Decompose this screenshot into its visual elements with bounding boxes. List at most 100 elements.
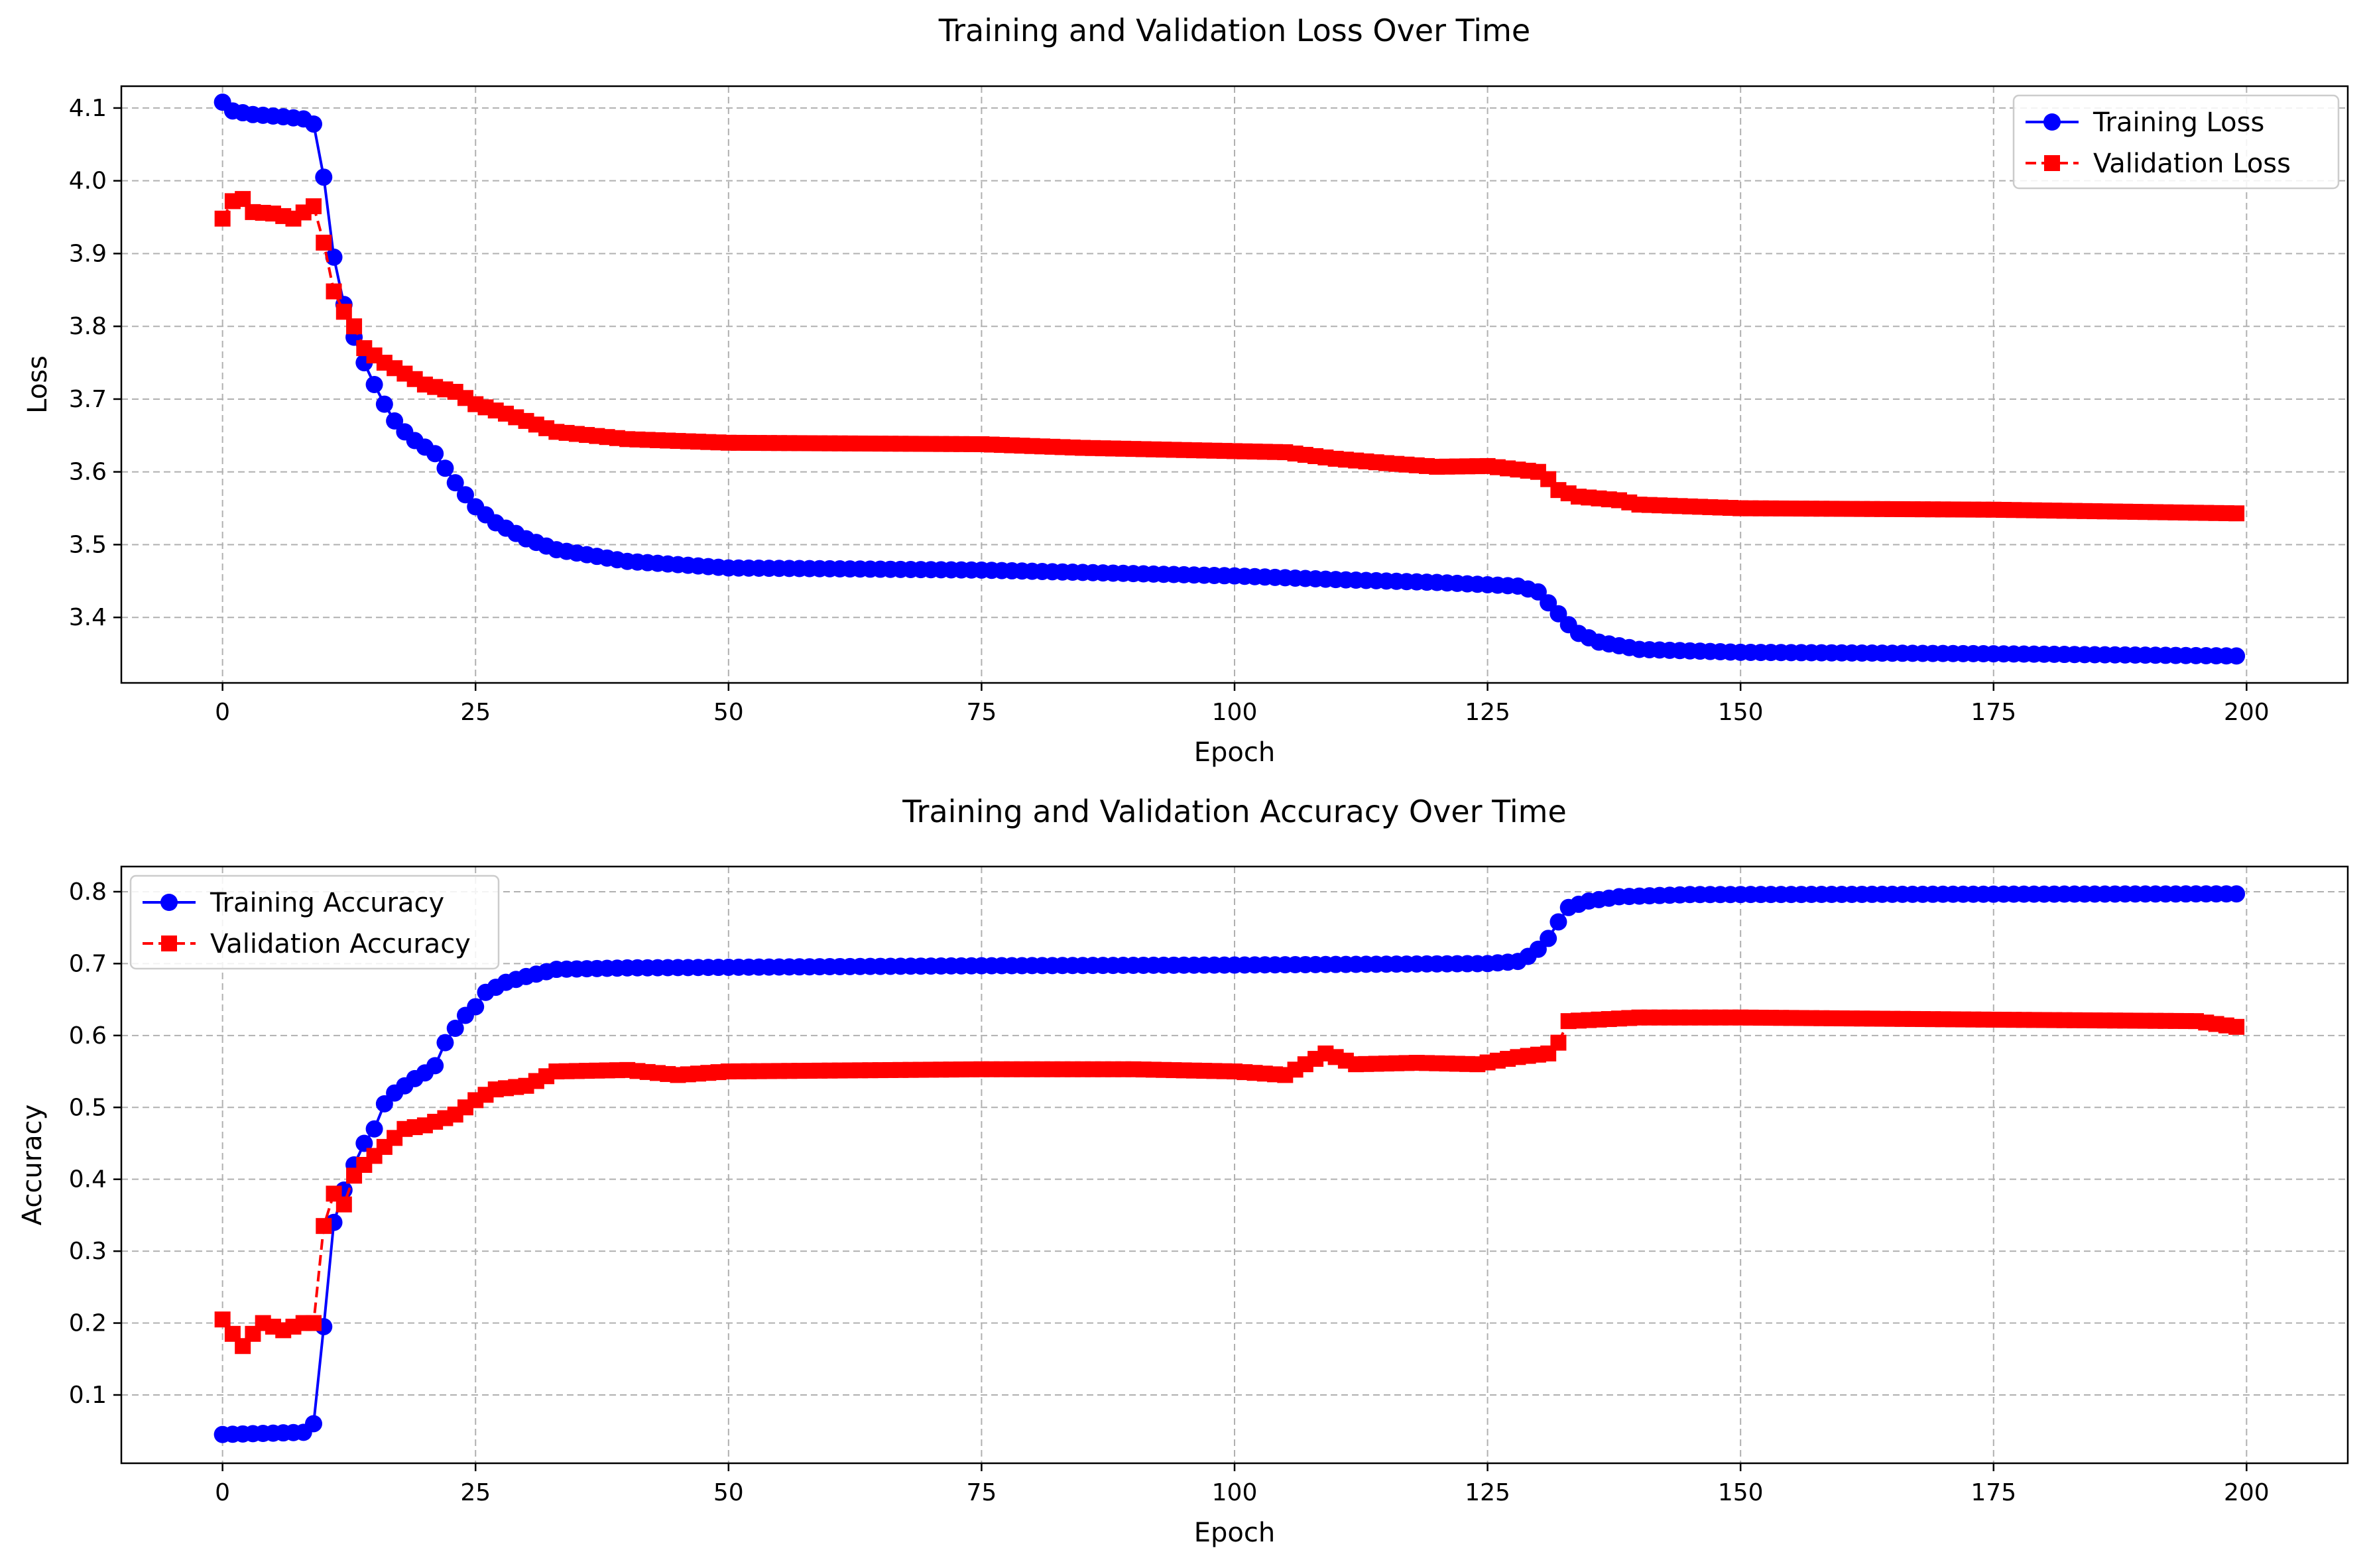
accuracy-chart-title: Training and Validation Accuracy Over Ti…	[902, 794, 1567, 829]
loss-y-tick-label: 3.7	[69, 386, 107, 413]
training-loss-point	[1529, 583, 1547, 601]
accuracy-x-tick-label: 75	[967, 1479, 997, 1506]
accuracy-y-tick-label: 0.5	[69, 1094, 107, 1121]
accuracy-x-tick-label: 50	[713, 1479, 744, 1506]
validation-accuracy-point	[335, 1196, 352, 1213]
validation-loss-point	[2228, 505, 2245, 522]
validation-loss-point	[326, 283, 342, 300]
training-loss-point	[1540, 594, 1557, 612]
training-loss-point	[2228, 647, 2246, 665]
loss-y-tick-label: 3.4	[69, 604, 107, 631]
training-loss-point	[446, 474, 464, 492]
accuracy-y-tick-label: 0.2	[69, 1310, 107, 1337]
loss-chart: Training and Validation Loss Over Time 0…	[23, 13, 2349, 768]
loss-y-tick-label: 3.5	[69, 531, 107, 558]
validation-accuracy-point	[2228, 1018, 2245, 1035]
loss-series	[213, 93, 2246, 665]
loss-legend: Training Loss Validation Loss	[2012, 94, 2340, 190]
training-accuracy-point	[1549, 913, 1567, 931]
accuracy-y-tick-label: 0.8	[69, 878, 107, 906]
accuracy-y-axis-label: Accuracy	[17, 1105, 48, 1226]
validation-loss-legend-marker	[2044, 155, 2060, 171]
training-loss-point	[305, 115, 323, 133]
accuracy-x-tick-label: 125	[1465, 1479, 1510, 1506]
validation-accuracy-point	[1550, 1034, 1567, 1051]
loss-x-tick-label: 25	[460, 699, 491, 726]
accuracy-y-tick-label: 0.3	[69, 1238, 107, 1265]
loss-y-tick-label: 4.1	[69, 95, 107, 122]
validation-loss-legend-label: Validation Loss	[2093, 149, 2291, 179]
accuracy-y-tick-label: 0.6	[69, 1022, 107, 1050]
loss-y-tick-label: 4.0	[69, 168, 107, 195]
loss-x-axis-label: Epoch	[1194, 737, 1275, 768]
training-loss-point	[1549, 605, 1567, 623]
accuracy-x-tick-label: 25	[460, 1479, 491, 1506]
loss-ticks: 0 25 50 75 100 125 150 175 200 3.4 3.5 3.6 3.7 3.8 3.9…	[69, 95, 2270, 726]
validation-loss-point	[316, 234, 332, 251]
accuracy-x-tick-label: 0	[215, 1479, 230, 1506]
training-loss-point	[365, 376, 383, 393]
validation-loss-markers	[214, 191, 2245, 522]
accuracy-legend-box	[129, 874, 500, 970]
validation-accuracy-point	[306, 1315, 322, 1331]
training-accuracy-point	[2228, 885, 2246, 903]
accuracy-y-tick-label: 0.7	[69, 950, 107, 977]
training-accuracy-markers	[213, 885, 2246, 1443]
training-accuracy-point	[375, 1095, 393, 1113]
validation-loss-line	[221, 197, 2237, 515]
accuracy-chart: Training and Validation Accuracy Over Ti…	[17, 794, 2349, 1548]
accuracy-y-tick-label: 0.4	[69, 1166, 107, 1193]
loss-x-tick-label: 175	[1971, 699, 2016, 726]
training-loss-point	[375, 395, 393, 413]
training-loss-legend-marker	[2043, 113, 2061, 131]
loss-legend-box	[2012, 94, 2340, 190]
validation-loss-point	[306, 198, 322, 215]
validation-loss-point	[346, 318, 363, 335]
training-accuracy-legend-label: Training Accuracy	[210, 888, 444, 918]
training-accuracy-point	[1540, 930, 1557, 947]
accuracy-x-axis-label: Epoch	[1194, 1518, 1275, 1548]
training-accuracy-point	[365, 1120, 383, 1138]
training-loss-point	[325, 248, 343, 266]
training-loss-legend-label: Training Loss	[2093, 107, 2264, 138]
training-loss-point	[315, 168, 333, 186]
training-accuracy-point	[446, 1019, 464, 1037]
accuracy-ticks: 0 25 50 75 100 125 150 175 200 0.1 0.2 0.3 0.4 0.5 0.6…	[69, 878, 2270, 1506]
accuracy-series	[213, 885, 2246, 1443]
training-loss-point	[436, 459, 454, 477]
loss-y-tick-label: 3.9	[69, 240, 107, 267]
loss-x-tick-label: 200	[2224, 699, 2270, 726]
loss-y-tick-label: 3.6	[69, 459, 107, 486]
training-loss-point	[426, 445, 444, 463]
training-accuracy-point	[426, 1057, 444, 1075]
loss-x-tick-label: 75	[967, 699, 997, 726]
accuracy-x-tick-label: 200	[2224, 1479, 2270, 1506]
accuracy-y-tick-label: 0.1	[69, 1382, 107, 1409]
validation-accuracy-legend-label: Validation Accuracy	[210, 929, 471, 959]
loss-chart-title: Training and Validation Loss Over Time	[938, 13, 1530, 48]
loss-x-tick-label: 125	[1465, 699, 1510, 726]
validation-accuracy-markers	[214, 1009, 2245, 1355]
loss-x-tick-label: 100	[1212, 699, 1258, 726]
accuracy-x-tick-label: 150	[1718, 1479, 1764, 1506]
training-loss-point	[456, 486, 474, 504]
training-accuracy-point	[436, 1034, 454, 1052]
training-accuracy-point	[305, 1415, 323, 1433]
training-accuracy-point	[355, 1134, 373, 1152]
validation-accuracy-point	[214, 1311, 231, 1328]
accuracy-legend: Training Accuracy Validation Accuracy	[129, 874, 500, 970]
training-accuracy-point	[1529, 940, 1547, 958]
validation-loss-point	[214, 210, 231, 227]
loss-y-axis-label: Loss	[23, 355, 53, 414]
loss-y-tick-label: 3.8	[69, 313, 107, 340]
accuracy-x-tick-label: 175	[1971, 1479, 2016, 1506]
validation-accuracy-point	[316, 1218, 332, 1235]
validation-loss-point	[335, 304, 352, 320]
validation-accuracy-legend-marker	[161, 935, 177, 951]
accuracy-x-tick-label: 100	[1212, 1479, 1258, 1506]
training-loss-point	[386, 412, 404, 430]
loss-x-tick-label: 150	[1718, 699, 1764, 726]
training-accuracy-legend-marker	[160, 894, 178, 911]
training-accuracy-point	[467, 998, 485, 1016]
